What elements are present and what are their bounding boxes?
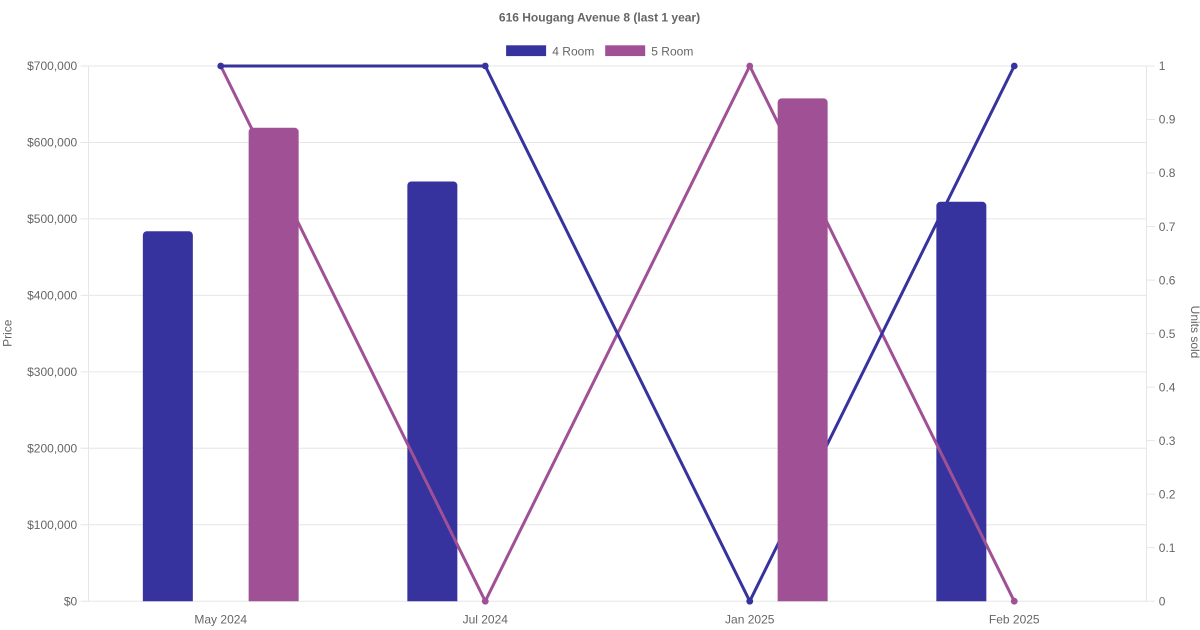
svg-text:5 Room: 5 Room bbox=[651, 44, 693, 58]
svg-text:0.7: 0.7 bbox=[1159, 220, 1176, 234]
svg-text:$600,000: $600,000 bbox=[27, 136, 77, 150]
svg-text:$700,000: $700,000 bbox=[27, 59, 77, 73]
svg-text:0.3: 0.3 bbox=[1159, 434, 1176, 448]
svg-text:Jan 2025: Jan 2025 bbox=[725, 612, 775, 626]
svg-text:1: 1 bbox=[1159, 59, 1166, 73]
svg-text:0.2: 0.2 bbox=[1159, 487, 1176, 501]
svg-text:4 Room: 4 Room bbox=[552, 44, 594, 58]
svg-text:$0: $0 bbox=[64, 594, 78, 608]
svg-text:0.9: 0.9 bbox=[1159, 113, 1176, 127]
svg-text:May 2024: May 2024 bbox=[194, 612, 247, 626]
svg-text:$500,000: $500,000 bbox=[27, 212, 77, 226]
svg-text:0.5: 0.5 bbox=[1159, 327, 1176, 341]
svg-text:$300,000: $300,000 bbox=[27, 365, 77, 379]
svg-text:0.8: 0.8 bbox=[1159, 166, 1176, 180]
svg-text:Jul 2024: Jul 2024 bbox=[463, 612, 509, 626]
svg-text:0.1: 0.1 bbox=[1159, 541, 1176, 555]
svg-text:Price: Price bbox=[0, 319, 14, 347]
svg-text:Feb 2025: Feb 2025 bbox=[989, 612, 1040, 626]
svg-text:0: 0 bbox=[1159, 594, 1166, 608]
svg-text:$200,000: $200,000 bbox=[27, 442, 77, 456]
svg-text:0.4: 0.4 bbox=[1159, 380, 1176, 394]
svg-text:0.6: 0.6 bbox=[1159, 273, 1176, 287]
svg-text:$400,000: $400,000 bbox=[27, 289, 77, 303]
svg-text:$100,000: $100,000 bbox=[27, 518, 77, 532]
svg-text:Units sold: Units sold bbox=[1188, 306, 1200, 359]
svg-text:616 Hougang Avenue 8 (last 1 y: 616 Hougang Avenue 8 (last 1 year) bbox=[499, 11, 700, 25]
